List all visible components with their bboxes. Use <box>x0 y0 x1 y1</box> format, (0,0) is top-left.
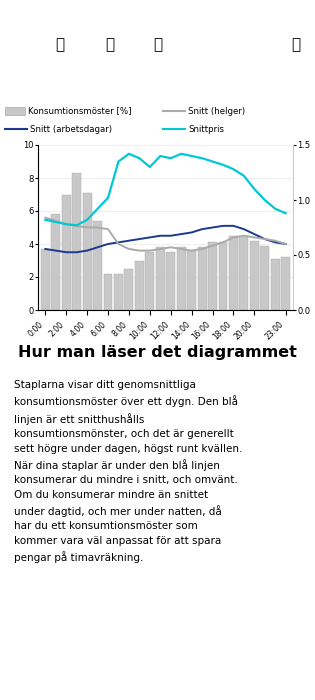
Text: Snitt (arbetsdagar): Snitt (arbetsdagar) <box>30 125 112 134</box>
FancyBboxPatch shape <box>5 107 25 115</box>
Text: Staplarna visar ditt genomsnittliga
konsumtionsmöster över ett dygn. Den blå
lin: Staplarna visar ditt genomsnittliga kons… <box>14 380 242 564</box>
Bar <box>135 260 144 310</box>
Bar <box>41 249 50 310</box>
Bar <box>72 173 81 310</box>
Bar <box>166 252 175 310</box>
Bar <box>271 259 280 310</box>
Text: ▲4G ▲ 🔋94%: ▲4G ▲ 🔋94% <box>242 10 299 18</box>
Bar <box>156 247 165 310</box>
Bar <box>250 241 259 310</box>
Bar <box>208 242 217 310</box>
Text: 📷: 📷 <box>153 38 162 52</box>
Text: Snitt (helger): Snitt (helger) <box>188 106 245 116</box>
Bar <box>239 236 248 310</box>
Text: 🤔: 🤔 <box>55 38 64 52</box>
Bar <box>177 247 186 310</box>
Text: Konsumtionsmöster [%]: Konsumtionsmöster [%] <box>28 106 131 116</box>
Bar <box>146 252 154 310</box>
Bar <box>198 247 207 310</box>
Text: 👋: 👋 <box>292 38 301 52</box>
Bar <box>51 214 60 310</box>
Bar <box>124 269 133 310</box>
Bar <box>260 246 269 310</box>
Bar <box>104 274 112 310</box>
Bar <box>83 193 92 310</box>
Bar <box>229 236 238 310</box>
Text: PEAK: PEAK <box>9 49 30 55</box>
Text: Snittpris: Snittpris <box>188 125 224 134</box>
Text: 09:54: 09:54 <box>16 8 54 20</box>
Bar <box>93 221 102 310</box>
Bar <box>62 195 71 310</box>
Bar <box>114 274 123 310</box>
Text: Hur man läser det diagrammet: Hur man läser det diagrammet <box>18 345 297 360</box>
Bar <box>187 251 196 310</box>
Bar <box>281 257 290 310</box>
Text: Detta är ett snapshot av ett hem i Mellansverige från 2023-
12-01 till 2024-01-0: Detta är ett snapshot av ett hem i Mella… <box>11 69 304 93</box>
Text: OFF: OFF <box>9 34 25 39</box>
Text: 📈: 📈 <box>106 38 115 52</box>
Bar <box>219 242 227 310</box>
